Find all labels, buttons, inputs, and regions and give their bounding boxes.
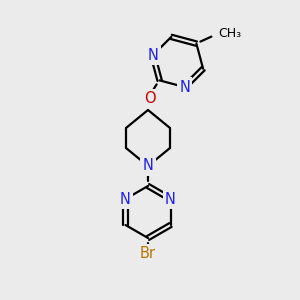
Text: N: N (165, 191, 176, 206)
Text: N: N (179, 80, 190, 94)
Text: O: O (144, 91, 155, 106)
Text: Br: Br (140, 247, 156, 262)
Text: N: N (142, 158, 153, 173)
Text: N: N (120, 191, 131, 206)
Text: N: N (147, 48, 158, 63)
Text: CH₃: CH₃ (218, 27, 242, 40)
